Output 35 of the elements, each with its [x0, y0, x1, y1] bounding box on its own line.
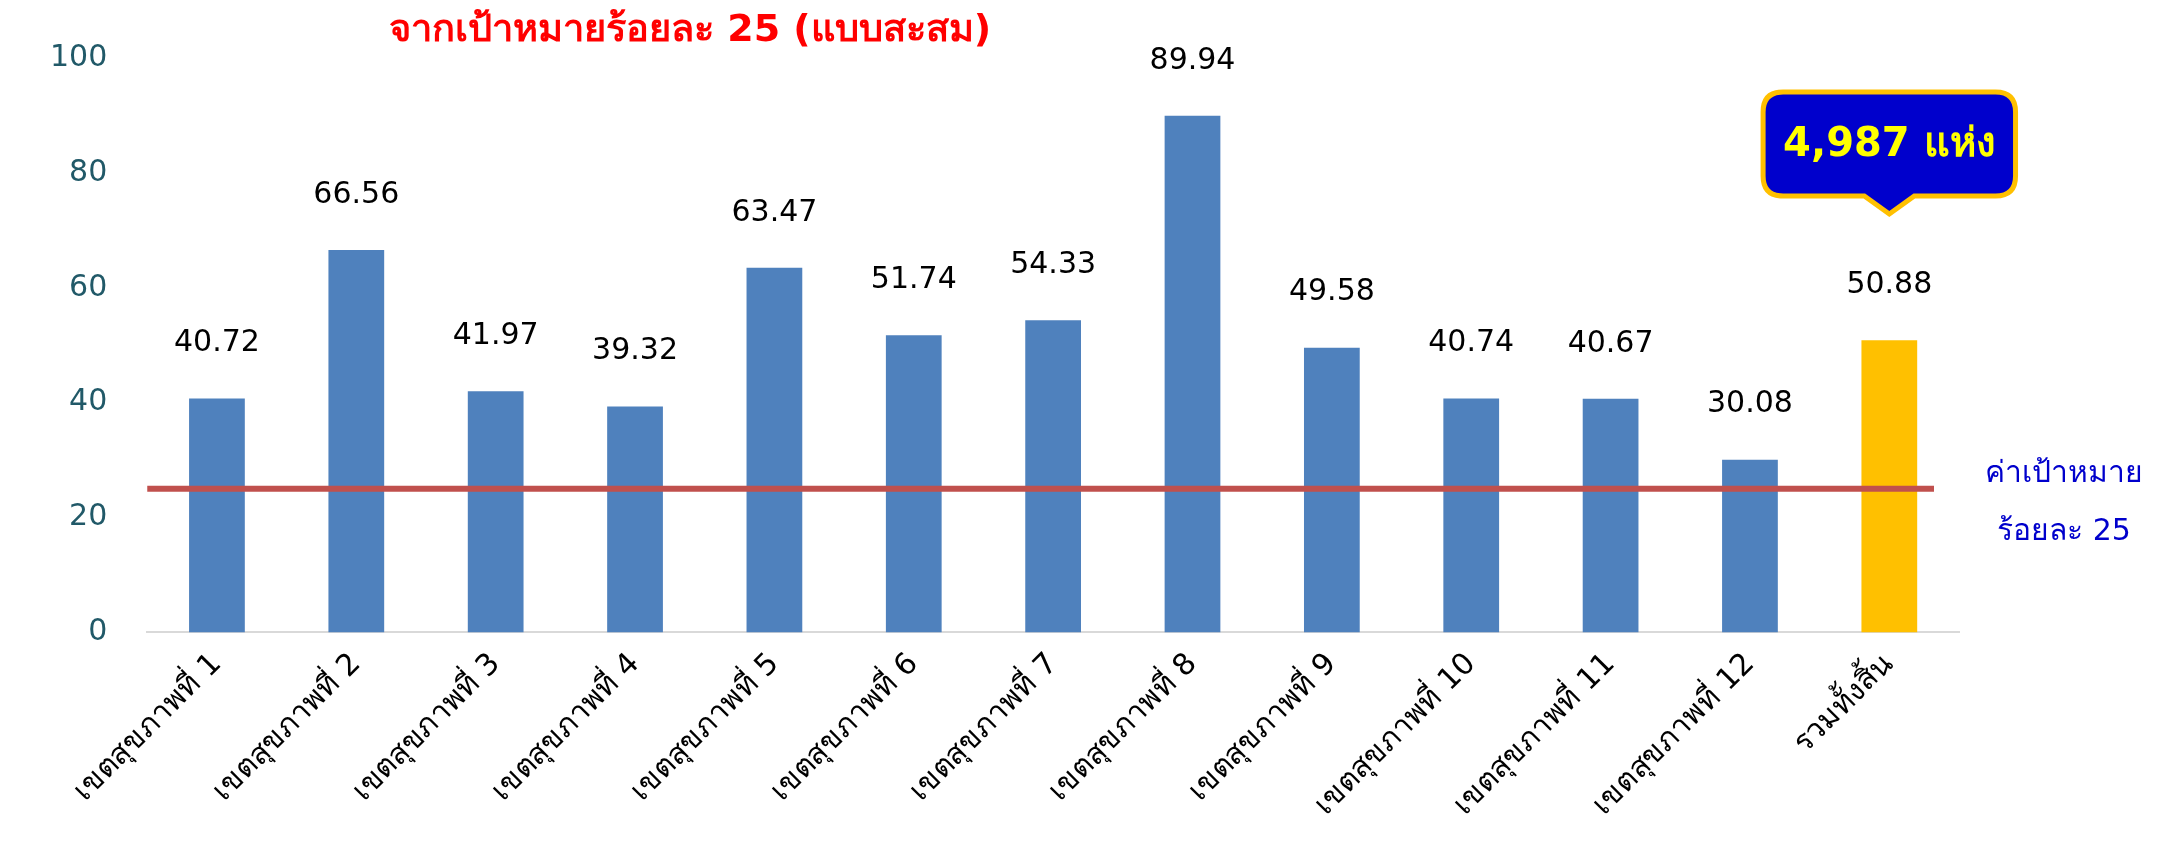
- bar: [607, 406, 663, 633]
- data-label: 49.58: [1288, 272, 1375, 308]
- annotation: 4,987 แห่ง: [1783, 119, 1996, 166]
- bar: [1861, 340, 1918, 633]
- bar: [1164, 115, 1221, 633]
- data-label: 40.67: [1567, 323, 1654, 359]
- data-label: 63.47: [731, 192, 818, 228]
- data-label: 40.74: [1428, 323, 1515, 359]
- y-tick-label: 80: [69, 152, 108, 188]
- y-tick-label: 40: [69, 382, 108, 418]
- y-tick-label: 60: [69, 267, 108, 303]
- data-label: 39.32: [592, 331, 678, 367]
- bar: [1582, 398, 1639, 633]
- bar: [189, 398, 245, 633]
- y-tick-label: 20: [69, 497, 108, 533]
- data-label: 40.72: [174, 323, 260, 359]
- data-label: 41.97: [452, 316, 539, 352]
- data-label: 54.33: [1010, 245, 1097, 281]
- data-label: 89.94: [1149, 40, 1236, 76]
- bar: [746, 267, 803, 633]
- data-label: 66.56: [313, 174, 400, 210]
- ref-line-label: ค่าเป้าหมาย ร้อยละ 25: [1985, 453, 2143, 547]
- bar: [1443, 398, 1500, 633]
- data-label: 30.08: [1707, 384, 1793, 420]
- y-tick-label: 100: [50, 37, 108, 73]
- bar: [1303, 347, 1360, 633]
- bar: [1025, 320, 1081, 633]
- data-label: 50.88: [1846, 264, 1933, 300]
- bar: [328, 250, 385, 633]
- bar: [885, 335, 942, 633]
- data-label: 51.74: [870, 260, 957, 296]
- bar: [1722, 459, 1778, 633]
- y-tick-label: 0: [88, 612, 108, 648]
- bar: [467, 391, 524, 633]
- chart-title: จากเป้าหมายร้อยละ 25 (แบบสะสม): [388, 5, 992, 50]
